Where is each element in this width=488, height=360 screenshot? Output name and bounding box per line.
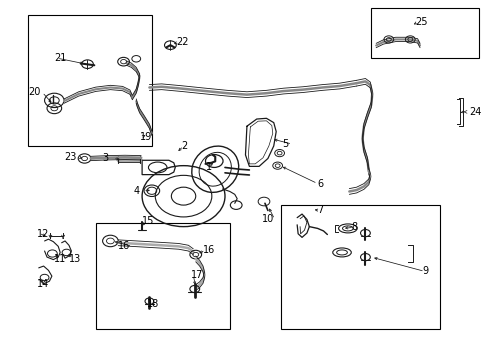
Text: 17: 17 [190,270,203,280]
Text: 2: 2 [181,141,187,151]
Text: 12: 12 [37,229,50,239]
Text: 4: 4 [133,186,140,196]
Text: 8: 8 [351,222,357,232]
Text: 16: 16 [118,241,130,251]
Text: 6: 6 [317,179,323,189]
Text: 18: 18 [147,299,159,309]
Text: 15: 15 [142,216,154,226]
Text: 1: 1 [205,162,211,172]
Text: 20: 20 [28,87,41,97]
Text: 10: 10 [261,215,273,224]
Bar [96,223,229,329]
Bar [281,205,439,329]
Bar [370,8,478,58]
Text: 23: 23 [64,152,76,162]
Text: 9: 9 [422,266,427,276]
Text: 25: 25 [414,17,427,27]
Text: 13: 13 [69,254,81,264]
Text: 14: 14 [37,279,49,289]
Text: 16: 16 [203,245,215,255]
Text: 22: 22 [176,37,188,47]
Bar [27,15,152,146]
Text: 7: 7 [317,206,323,216]
Text: 24: 24 [468,107,480,117]
Text: 3: 3 [102,153,108,163]
Text: 5: 5 [282,139,288,149]
Text: 21: 21 [54,53,66,63]
Text: 19: 19 [140,132,152,142]
Text: 11: 11 [54,254,66,264]
